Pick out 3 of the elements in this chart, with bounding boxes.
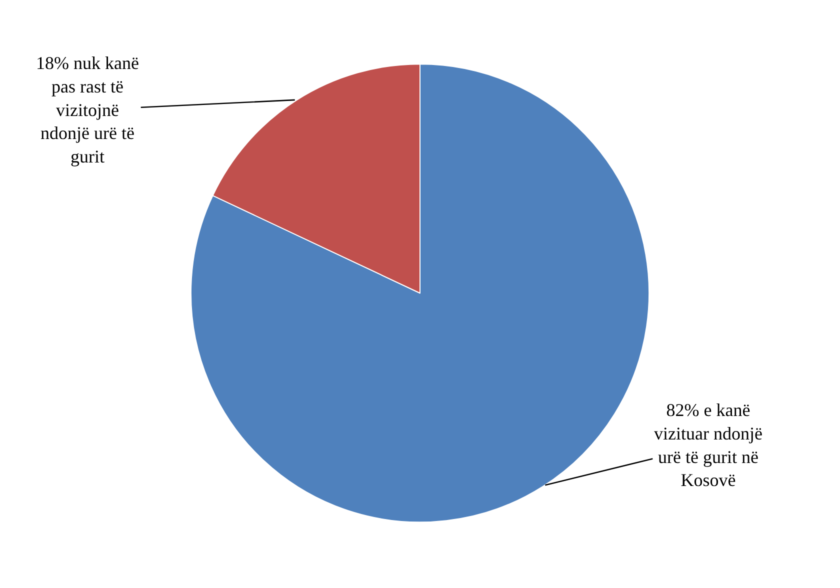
pie-slice bbox=[190, 64, 650, 522]
slice-label: 18% nuk kanë pas rast të vizitojnë ndonjë urë të gurit bbox=[36, 53, 139, 167]
slice-label: 82% e kanë vizituar ndonjë urë të gurit në Kosovë bbox=[654, 400, 762, 490]
